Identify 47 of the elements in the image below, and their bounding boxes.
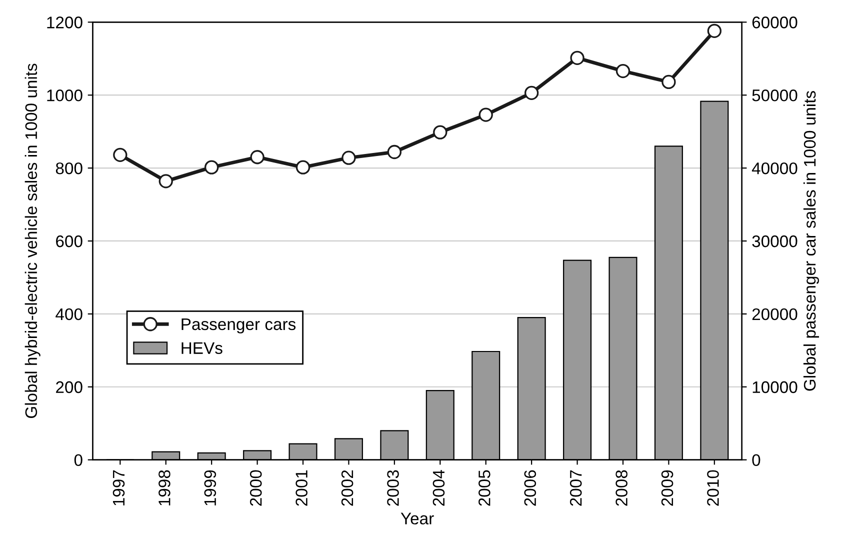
x-tick-label: 2000 bbox=[250, 470, 262, 506]
point bbox=[113, 148, 128, 162]
y-tick-label: 1000 bbox=[47, 90, 82, 102]
point bbox=[662, 74, 676, 90]
point bbox=[387, 144, 402, 160]
x-axis-title: Year bbox=[400, 512, 434, 524]
y2-tick-label: 10000 bbox=[752, 381, 798, 394]
y-tick-label: 400 bbox=[56, 308, 82, 320]
point bbox=[342, 150, 356, 165]
point bbox=[616, 64, 630, 78]
x-tick-label: 2005 bbox=[478, 470, 490, 506]
x-tick-label: 1997 bbox=[112, 470, 125, 506]
legend-label: HEVs bbox=[182, 342, 222, 354]
x-tick-label: 2003 bbox=[387, 470, 399, 506]
y-tick-label: 800 bbox=[56, 162, 82, 174]
point bbox=[158, 174, 173, 188]
x-tick-label: 2007 bbox=[570, 470, 582, 506]
point bbox=[433, 125, 448, 140]
y2-tick-label: 20000 bbox=[752, 308, 798, 320]
y2-tick-label: 40000 bbox=[752, 162, 798, 174]
x-tick-label: 2008 bbox=[616, 470, 628, 506]
point bbox=[707, 24, 722, 38]
point bbox=[570, 50, 584, 65]
y-tick-label: 600 bbox=[56, 235, 82, 248]
y-tick-label: 1200 bbox=[47, 16, 82, 28]
y-tick-label: 0 bbox=[74, 454, 82, 466]
y2-tick-label: 60000 bbox=[752, 16, 798, 28]
point bbox=[524, 86, 539, 100]
y2-tick-label: 30000 bbox=[752, 235, 798, 248]
x-tick-label: 2006 bbox=[524, 470, 536, 506]
y-tick-label: 200 bbox=[56, 381, 82, 394]
y2-tick-label: 0 bbox=[752, 454, 760, 466]
x-tick-label: 1998 bbox=[158, 470, 170, 506]
x-tick-label: 2004 bbox=[432, 470, 445, 506]
x-tick-label: 2002 bbox=[341, 470, 354, 506]
point bbox=[250, 150, 264, 164]
point bbox=[204, 160, 219, 174]
y-axis-title: Global hybrid-electric vehicle sales in 1000 units bbox=[24, 64, 40, 418]
point bbox=[478, 108, 493, 122]
x-tick-label: 2009 bbox=[661, 470, 674, 506]
x-tick-label: 2001 bbox=[296, 470, 308, 506]
y2-tick-label: 50000 bbox=[752, 90, 798, 102]
legend-label: Passenger cars bbox=[182, 318, 296, 334]
y2-axis-title: Global passenger car sales in 1000 units bbox=[803, 91, 819, 391]
point bbox=[296, 160, 310, 174]
x-tick-label: 1999 bbox=[204, 470, 216, 506]
x-tick-label: 2010 bbox=[707, 470, 719, 506]
